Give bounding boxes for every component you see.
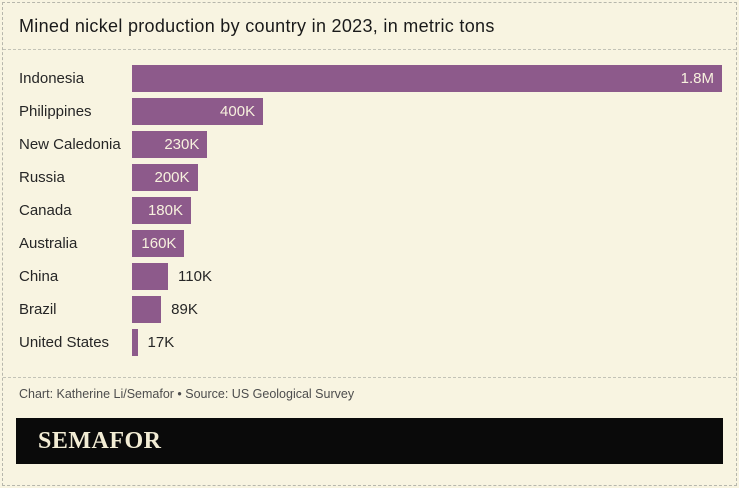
value-label: 200K: [154, 169, 190, 186]
bar: 1.8M: [132, 65, 722, 92]
value-label: 230K: [164, 136, 200, 153]
category-label: Indonesia: [19, 70, 85, 87]
chart-row: United States 17K: [19, 329, 722, 356]
category-label: Canada: [19, 202, 72, 219]
bar-track: 17K: [132, 329, 722, 356]
chart-row: Russia 200K: [19, 164, 722, 191]
footer-divider: [3, 377, 736, 378]
bar: 400K: [132, 98, 264, 125]
chart-title: Mined nickel production by country in 20…: [19, 16, 495, 36]
bar: [132, 263, 169, 290]
value-label: 180K: [147, 202, 183, 219]
bar: [132, 329, 138, 356]
value-label: 160K: [141, 235, 177, 252]
chart-row: Australia 160K: [19, 230, 722, 257]
bar-track: 160K: [132, 230, 722, 257]
logo-bar: SEMAFOR: [16, 418, 723, 464]
semafor-logo: SEMAFOR: [38, 427, 162, 454]
bar: 180K: [132, 197, 191, 224]
category-label: Russia: [19, 169, 65, 186]
bar: 230K: [132, 131, 208, 158]
value-label: 110K: [178, 268, 212, 285]
chart-row: New Caledonia 230K: [19, 131, 722, 158]
bar-track: 230K: [132, 131, 722, 158]
category-label: Philippines: [19, 103, 92, 120]
bar-track: 400K: [132, 98, 722, 125]
category-label: China: [19, 268, 59, 285]
chart-row: Philippines 400K: [19, 98, 722, 125]
bar-track: 89K: [132, 296, 722, 323]
value-label: 89K: [171, 301, 198, 318]
bar-track: 180K: [132, 197, 722, 224]
title-divider: [3, 49, 736, 50]
bar-track: 1.8M: [132, 65, 722, 92]
bar-track: 200K: [132, 164, 722, 191]
category-label: New Caledonia: [19, 136, 121, 153]
category-label: Brazil: [19, 301, 57, 318]
category-label: United States: [19, 334, 110, 351]
category-label: Australia: [19, 235, 78, 252]
chart-row: Canada 180K: [19, 197, 722, 224]
value-label: 1.8M: [680, 70, 714, 87]
chart-row: Brazil 89K: [19, 296, 722, 323]
bar: 160K: [132, 230, 185, 257]
bar-track: 110K: [132, 263, 722, 290]
value-label: 17K: [147, 334, 175, 351]
bar: [132, 296, 162, 323]
bar: 200K: [132, 164, 198, 191]
chart-credit: Chart: Katherine Li/Semafor • Source: US…: [19, 387, 355, 401]
chart-row: China 110K: [19, 263, 722, 290]
bar-chart: Indonesia 1.8M Philippines 400K New Caledoni…: [19, 65, 722, 356]
value-label: 400K: [220, 103, 256, 120]
chart-row: Indonesia 1.8M: [19, 65, 722, 92]
